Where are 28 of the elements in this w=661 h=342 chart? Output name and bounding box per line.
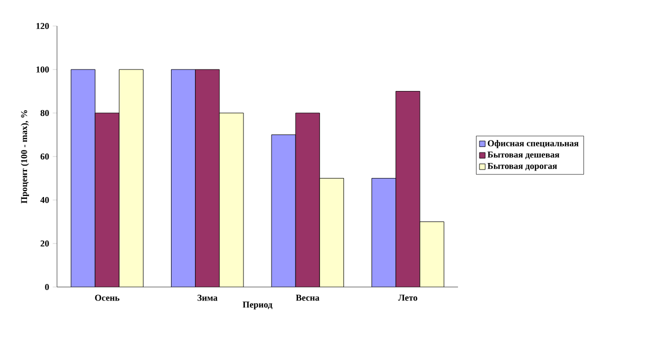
bar (71, 69, 96, 287)
y-tick-label: 80 (40, 110, 49, 116)
y-tick-label: 60 (40, 153, 49, 160)
y-tick-label: 40 (40, 196, 49, 204)
legend-label: Бытовая дорогая (488, 163, 557, 171)
bar (396, 90, 420, 287)
y-tick-label: 120 (36, 22, 49, 30)
legend-label: Офисная специальная (488, 140, 579, 148)
bar (372, 178, 396, 287)
x-axis-title: Период (242, 302, 272, 310)
y-axis-title: Процент (100 - max), % (20, 110, 29, 204)
bar (195, 69, 220, 287)
bar (296, 113, 320, 287)
x-tick-label: Осень (95, 294, 120, 301)
x-tick-label: Зима (198, 294, 218, 301)
bar (219, 113, 244, 287)
bar (320, 178, 344, 287)
bar (119, 69, 144, 287)
legend-label: Бытовая дешевая (488, 152, 560, 160)
bar (95, 113, 120, 287)
x-tick-label: Лето (398, 294, 418, 301)
x-tick-label: Весна (296, 294, 320, 301)
bar (272, 134, 296, 287)
y-tick-label: 100 (36, 66, 49, 73)
bar (171, 69, 196, 287)
bar (420, 222, 444, 287)
y-tick-label: 0 (45, 284, 49, 290)
y-tick-label: 20 (40, 240, 49, 247)
